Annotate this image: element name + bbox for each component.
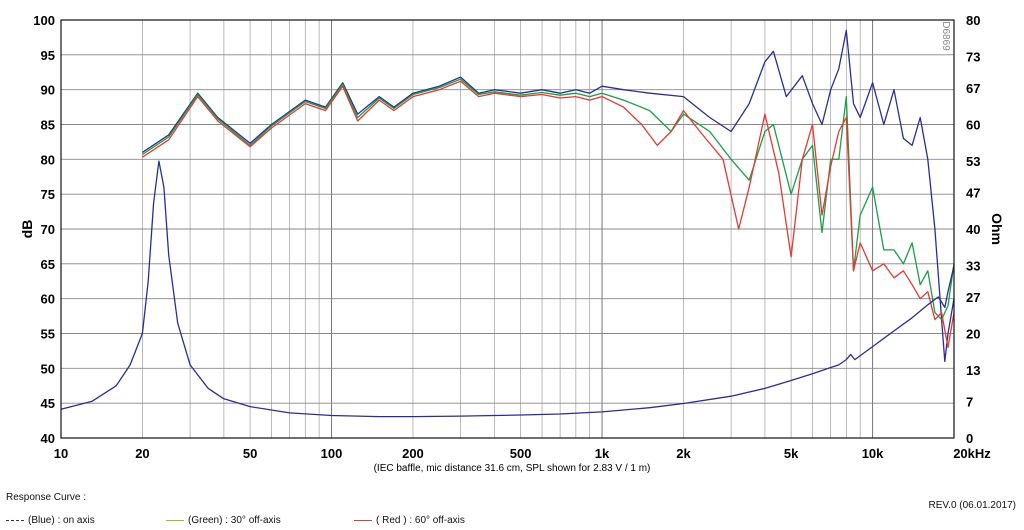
x-axis-caption: (IEC baffle, mic distance 31.6 cm, SPL s…	[374, 463, 651, 474]
y-left-tick-label: 40	[41, 431, 55, 446]
y-left-tick-label: 100	[33, 13, 55, 28]
x-tick-label: 200	[402, 446, 424, 461]
legend-swatch-red	[354, 520, 372, 521]
legend-label-on-axis: (Blue) : on axis	[28, 515, 95, 526]
y-axis-left-label: dB	[19, 220, 35, 239]
x-tick-label: 20	[135, 446, 149, 461]
x-tick-label: 5k	[784, 446, 799, 461]
y-left-tick-label: 95	[41, 48, 55, 63]
y-right-tick-label: 20	[966, 327, 980, 342]
x-tick-label: 10	[54, 446, 68, 461]
legend-label-60-off-axis: ( Red ) : 60° off-axis	[376, 515, 465, 526]
watermark-code: D6869	[940, 21, 951, 51]
series-layer	[60, 29, 955, 418]
y-left-tick-label: 70	[41, 222, 55, 237]
x-axis-ticks: 10 20 50 100 200 500 1k 2k 5k 10k 20kHz	[54, 446, 992, 461]
legend-swatch-green	[166, 520, 184, 521]
x-tick-label: 500	[510, 446, 532, 461]
legend-label-30-off-axis: (Green) : 30° off-axis	[188, 515, 281, 526]
y-right-tick-label: 80	[966, 13, 980, 28]
y-right-tick-label: 67	[966, 81, 980, 96]
y-right-tick-label: 0	[966, 431, 973, 446]
legend-swatch-blue	[6, 520, 24, 521]
y-left-tick-label: 80	[41, 152, 55, 167]
x-tick-label: 100	[321, 446, 343, 461]
y-left-tick-label: 85	[41, 118, 55, 133]
legend-item-on-axis: (Blue) : on axis	[6, 515, 95, 526]
y-left-tick-label: 75	[41, 187, 55, 202]
series-line-1	[142, 78, 955, 321]
left-axis-ticks: 40 45 50 55 60 65 70 75 80 85 90 95 100	[33, 13, 55, 446]
y-right-tick-label: 53	[966, 154, 980, 169]
y-left-tick-label: 60	[41, 292, 55, 307]
y-right-tick-label: 40	[966, 222, 980, 237]
y-left-tick-label: 45	[41, 396, 55, 411]
series-line-2	[142, 80, 955, 349]
x-tick-label: 1k	[595, 446, 610, 461]
y-axis-right-label: Ohm	[989, 213, 1005, 245]
y-left-tick-label: 55	[41, 327, 55, 342]
y-right-tick-label: 60	[966, 118, 980, 133]
series-line-3	[60, 160, 955, 418]
y-right-tick-label: 73	[966, 50, 980, 65]
legend-item-30-off-axis: (Green) : 30° off-axis	[166, 515, 281, 526]
right-axis-ticks: 0 7 13 20 27 33 40 47 53 60 67 73 80	[966, 13, 980, 446]
y-right-tick-label: 27	[966, 290, 980, 305]
y-right-tick-label: 47	[966, 185, 980, 200]
y-right-tick-label: 13	[966, 363, 980, 378]
y-left-tick-label: 50	[41, 361, 55, 376]
y-right-tick-label: 7	[966, 394, 973, 409]
x-tick-label: 50	[243, 446, 257, 461]
revision-label: REV.0 (06.01.2017)	[928, 500, 1016, 511]
plot-frame	[60, 19, 955, 439]
x-tick-label: 2k	[676, 446, 691, 461]
x-tick-label: 20kHz	[953, 446, 991, 461]
legend-item-60-off-axis: ( Red ) : 60° off-axis	[354, 515, 465, 526]
x-tick-label: 10k	[862, 446, 884, 461]
y-right-tick-label: 33	[966, 259, 980, 274]
y-left-tick-label: 90	[41, 83, 55, 98]
response-curve-label: Response Curve :	[6, 492, 87, 503]
frequency-response-chart: 40 45 50 55 60 65 70 75 80 85 90 95 100 0 7 13 20 27 33 40…	[19, 13, 1005, 474]
series-line-0	[142, 29, 955, 363]
y-left-tick-label: 65	[41, 257, 55, 272]
